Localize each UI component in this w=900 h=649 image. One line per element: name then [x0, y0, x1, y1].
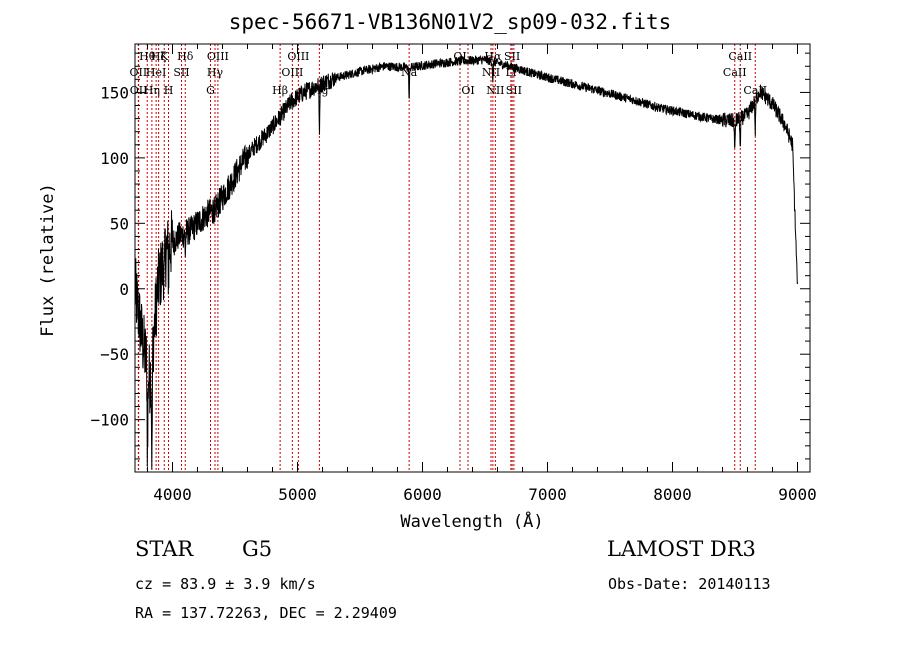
y-axis-label: Flux (relative) [38, 183, 58, 337]
coordinates: RA = 137.72263, DEC = 2.29409 [135, 604, 397, 622]
line-label: K [160, 50, 169, 63]
x-tick-label: 6000 [403, 485, 442, 504]
line-label: SII [506, 84, 522, 97]
x-tick-label: 7000 [528, 485, 567, 504]
object-class: STAR [135, 537, 194, 561]
y-tick-label: 0 [119, 280, 129, 299]
object-subclass: G5 [242, 537, 273, 561]
x-tick-label: 5000 [278, 485, 317, 504]
line-label: NII [486, 84, 504, 97]
line-label: NII [482, 66, 500, 79]
line-label: OIII [281, 66, 303, 79]
line-label: Hγ [207, 66, 224, 79]
y-tick-label: 100 [100, 149, 129, 168]
axis-ticks: 4000 5000 6000 7000 8000 9000 −100 −50 0 50 100 150 [90, 44, 817, 504]
line-label: OI [461, 84, 474, 97]
line-label: Mg [310, 84, 328, 97]
x-tick-label: 9000 [778, 485, 817, 504]
line-labels: OII OII Hθ Hη HeI HζK H SII Hδ G Hγ OIII Hβ OIII OIII M… [130, 50, 768, 97]
spectrum-line [134, 54, 798, 470]
survey-name: LAMOST DR3 [607, 537, 756, 561]
chart-title: spec-56671-VB136N01V2_sp09-032.fits [228, 10, 672, 34]
line-label: OII [130, 84, 148, 97]
line-label: HeI [146, 66, 166, 79]
line-label: SII [173, 66, 189, 79]
plot-frame [134, 43, 811, 473]
line-label: Hη [144, 84, 160, 97]
line-label: OIII [287, 50, 309, 63]
y-tick-label: −100 [90, 411, 129, 430]
x-tick-label: 4000 [153, 485, 192, 504]
y-tick-label: 50 [110, 214, 129, 233]
x-axis-label: Wavelength (Å) [400, 512, 544, 532]
line-label: SII [504, 50, 520, 63]
line-label: Hζ [151, 50, 167, 63]
line-label: OII [130, 66, 148, 79]
line-label: G [206, 84, 215, 97]
line-label: OIII [207, 50, 229, 63]
line-label: CaII [723, 66, 747, 79]
line-label: Hθ [139, 50, 156, 63]
line-label: CaII [743, 84, 767, 97]
line-label: H [164, 84, 174, 97]
line-markers [137, 44, 756, 472]
y-tick-label: 150 [100, 83, 129, 102]
line-label: Hβ [272, 84, 288, 97]
x-tick-label: 8000 [653, 485, 692, 504]
line-label: CaII [728, 50, 752, 63]
line-label: Hα [484, 50, 502, 63]
obs-date: Obs-Date: 20140113 [608, 575, 771, 593]
line-label: OI [453, 50, 466, 63]
line-label: Li [505, 66, 516, 79]
redshift-readout: cz = 83.9 ± 3.9 km/s [135, 575, 316, 593]
line-label: Na [401, 66, 418, 79]
y-tick-label: −50 [100, 345, 129, 364]
line-label: Hδ [177, 50, 194, 63]
